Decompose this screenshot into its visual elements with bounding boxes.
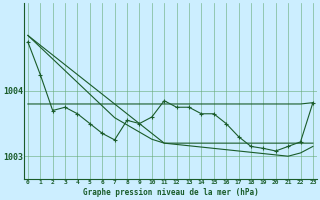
- X-axis label: Graphe pression niveau de la mer (hPa): Graphe pression niveau de la mer (hPa): [83, 188, 258, 197]
